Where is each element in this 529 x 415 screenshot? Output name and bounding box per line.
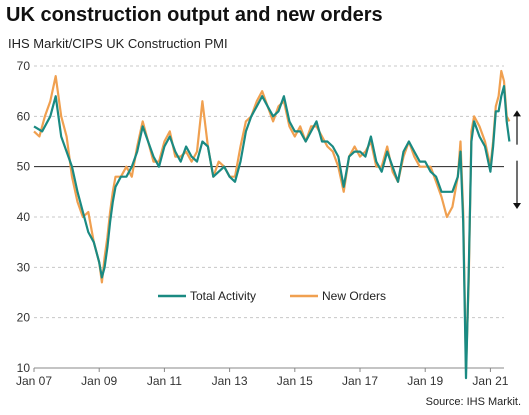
x-tick-label: Jan 19 bbox=[407, 374, 443, 388]
legend: Total Activity New Orders bbox=[158, 289, 386, 303]
y-tick-label: 70 bbox=[17, 59, 31, 73]
y-tick-label: 30 bbox=[17, 260, 31, 274]
chart-title: UK construction output and new orders bbox=[6, 4, 383, 26]
double-arrow-annotation bbox=[513, 110, 521, 209]
x-tick-label: Jan 21 bbox=[472, 374, 508, 388]
x-tick-label: Jan 17 bbox=[342, 374, 378, 388]
x-tick-label: Jan 07 bbox=[16, 374, 52, 388]
y-tick-label: 20 bbox=[17, 311, 31, 325]
legend-label: New Orders bbox=[322, 289, 386, 303]
x-tick-label: Jan 09 bbox=[81, 374, 117, 388]
arrow-up-head bbox=[513, 110, 521, 117]
x-tick-label: Jan 13 bbox=[212, 374, 248, 388]
y-tick-label: 60 bbox=[17, 109, 31, 123]
x-axis: Jan 07 Jan 09 Jan 11 Jan 13 Jan 15 Jan 17 Jan … bbox=[16, 367, 509, 388]
x-tick-label: Jan 15 bbox=[277, 374, 313, 388]
x-tick-label: Jan 11 bbox=[147, 374, 182, 388]
arrow-down-head bbox=[513, 203, 521, 209]
chart-subtitle: IHS Markit/CIPS UK Construction PMI bbox=[8, 36, 228, 51]
source-note: Source: IHS Markit. bbox=[425, 396, 521, 408]
y-axis: 10 20 30 40 50 60 70 bbox=[17, 59, 31, 375]
series-lines bbox=[33, 69, 511, 380]
legend-label: Total Activity bbox=[190, 289, 256, 303]
series-line-total-activity bbox=[33, 85, 511, 380]
y-tick-label: 40 bbox=[17, 210, 31, 224]
y-tick-label: 10 bbox=[17, 361, 31, 375]
y-tick-label: 50 bbox=[17, 160, 31, 174]
